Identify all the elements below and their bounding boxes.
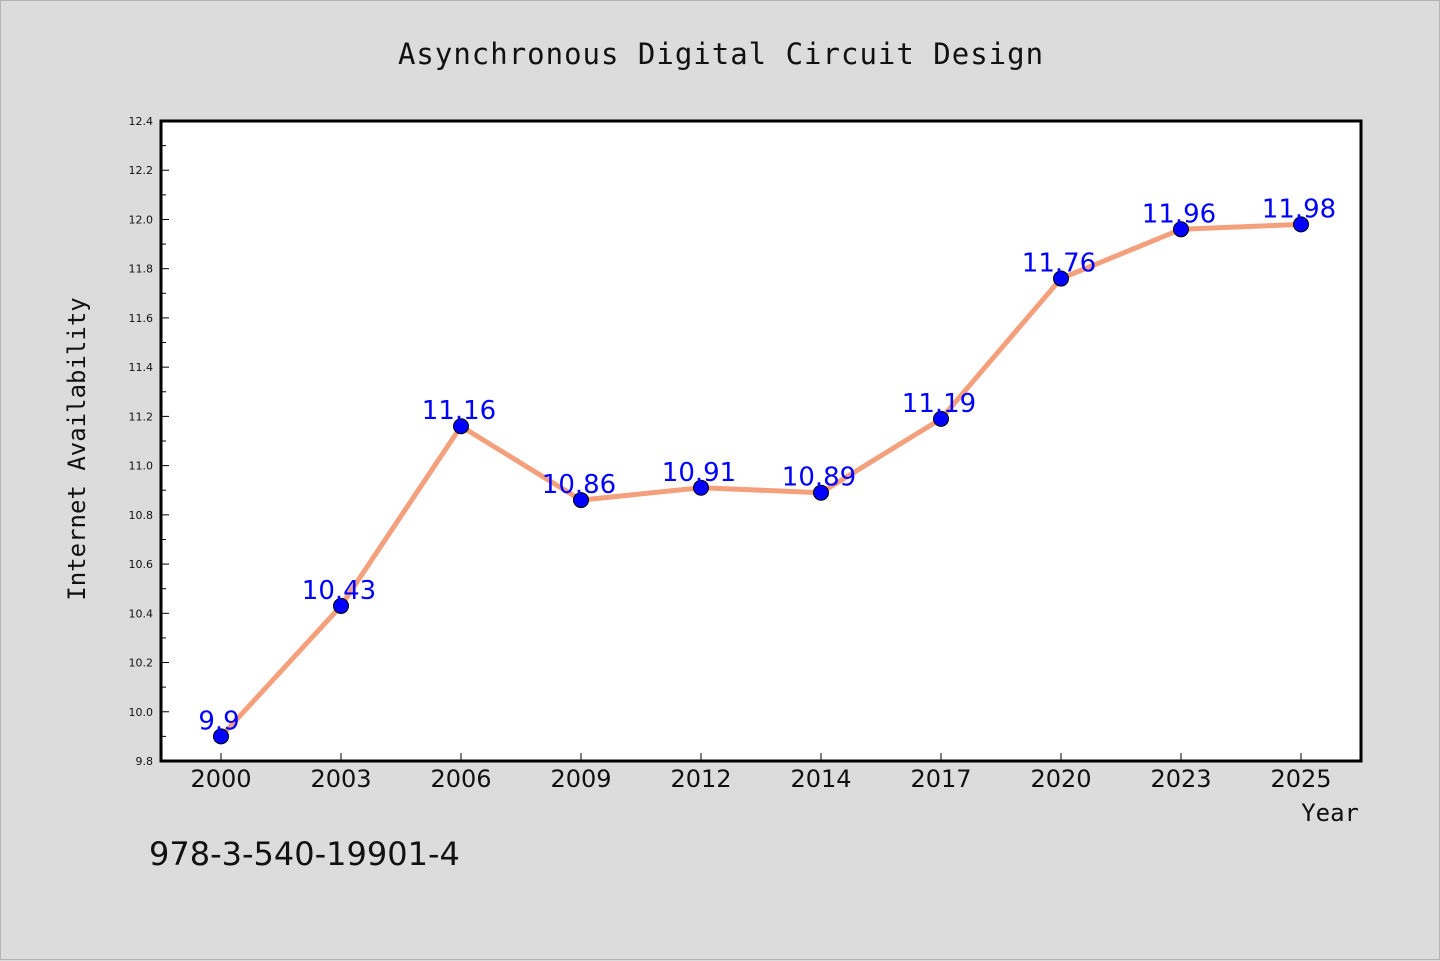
data-point	[573, 492, 589, 509]
x-tick-label: 2017	[910, 765, 971, 793]
data-point	[933, 410, 949, 427]
y-tick-label: 11.2	[129, 410, 154, 423]
data-label: 10.89	[782, 463, 856, 493]
x-tick-label: 2009	[550, 765, 611, 793]
x-tick-label: 2003	[310, 765, 371, 793]
data-label: 11.76	[1022, 249, 1096, 279]
x-axis-ticks: 2000 2003 2006 2009 2012 2014 2017 2020 2023 2025	[190, 753, 1332, 793]
plot-border	[159, 119, 1363, 763]
x-axis-label: Year	[1301, 799, 1359, 827]
y-tick-label: 9.8	[136, 755, 154, 768]
data-label: 9.9	[198, 706, 239, 736]
data-label: 11.96	[1142, 199, 1216, 229]
data-point	[813, 484, 829, 501]
data-point	[333, 597, 349, 614]
data-point	[693, 479, 709, 496]
y-tick-label: 10.6	[129, 558, 154, 571]
data-point	[1173, 221, 1189, 238]
y-tick-label: 12.0	[129, 213, 154, 226]
y-axis-label: Internet Availability	[63, 297, 91, 600]
y-tick-label: 11.4	[129, 361, 154, 374]
chart-title: Asynchronous Digital Circuit Design	[398, 37, 1044, 71]
data-label: 11.16	[422, 396, 496, 426]
x-tick-label: 2012	[670, 765, 731, 793]
x-tick-label: 2014	[790, 765, 851, 793]
x-tick-label: 2023	[1150, 765, 1211, 793]
y-tick-label: 11.8	[129, 263, 154, 276]
y-tick-label: 11.6	[129, 312, 154, 325]
y-axis-ticks: 9.8 10.0 10.2 10.4 10.6 10.8 11.0 11.2 11.4 11.6 1…	[129, 115, 169, 768]
y-tick-label: 10.2	[129, 657, 154, 670]
data-label: 11.98	[1262, 194, 1336, 224]
y-tick-label: 10.8	[129, 509, 154, 522]
data-point	[1293, 216, 1309, 233]
data-markers	[213, 216, 1309, 745]
x-tick-label: 2020	[1030, 765, 1091, 793]
data-point	[453, 418, 469, 435]
data-label: 10.91	[662, 458, 736, 488]
data-point	[213, 728, 229, 745]
y-tick-label: 12.4	[129, 115, 154, 128]
plot-area	[161, 121, 1361, 761]
y-tick-label: 10.0	[129, 706, 154, 719]
series-line-group	[218, 221, 1304, 739]
isbn-text: 978-3-540-19901-4	[149, 835, 460, 873]
data-label: 10.86	[542, 470, 616, 500]
data-labels: 9.9 10.43 11.16 10.86 10.91 10.89 11.19 11.76 11…	[198, 194, 1336, 736]
series-line	[218, 221, 1304, 739]
x-tick-label: 2025	[1270, 765, 1331, 793]
x-tick-label: 2000	[190, 765, 251, 793]
data-point	[1053, 270, 1069, 287]
data-label: 11.19	[902, 389, 976, 419]
y-tick-label: 12.2	[129, 164, 154, 177]
y-tick-label: 10.4	[129, 607, 154, 620]
y-tick-label: 11.0	[129, 460, 154, 473]
data-label: 10.43	[302, 576, 376, 606]
x-tick-label: 2006	[430, 765, 491, 793]
